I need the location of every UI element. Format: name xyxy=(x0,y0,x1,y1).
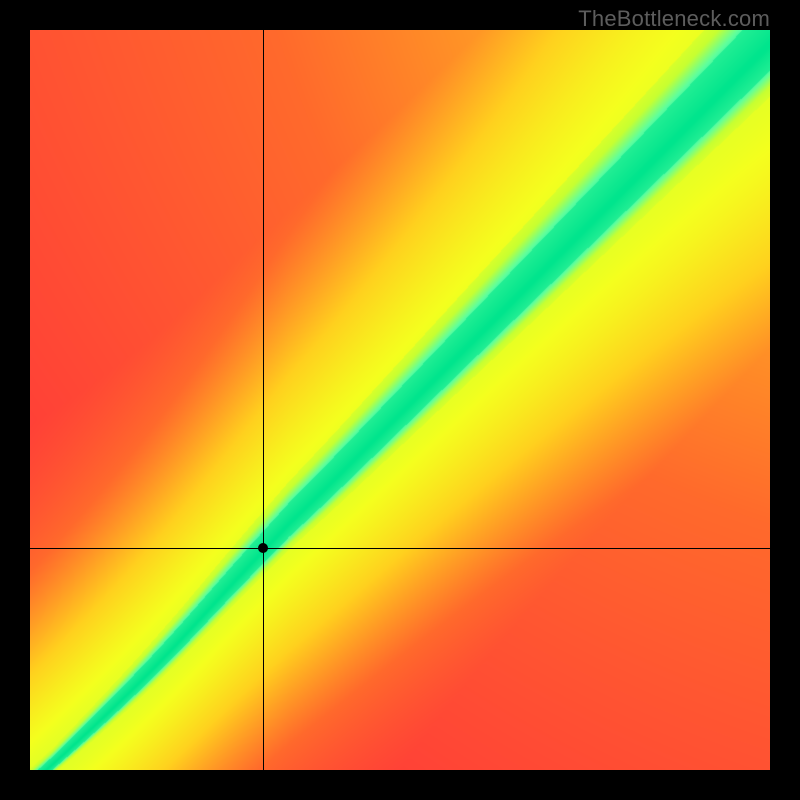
heatmap-canvas xyxy=(30,30,770,770)
watermark-text: TheBottleneck.com xyxy=(578,6,770,32)
crosshair-horizontal xyxy=(30,548,770,549)
crosshair-vertical xyxy=(263,30,264,770)
plot-area xyxy=(30,30,770,770)
data-point-marker xyxy=(258,543,268,553)
